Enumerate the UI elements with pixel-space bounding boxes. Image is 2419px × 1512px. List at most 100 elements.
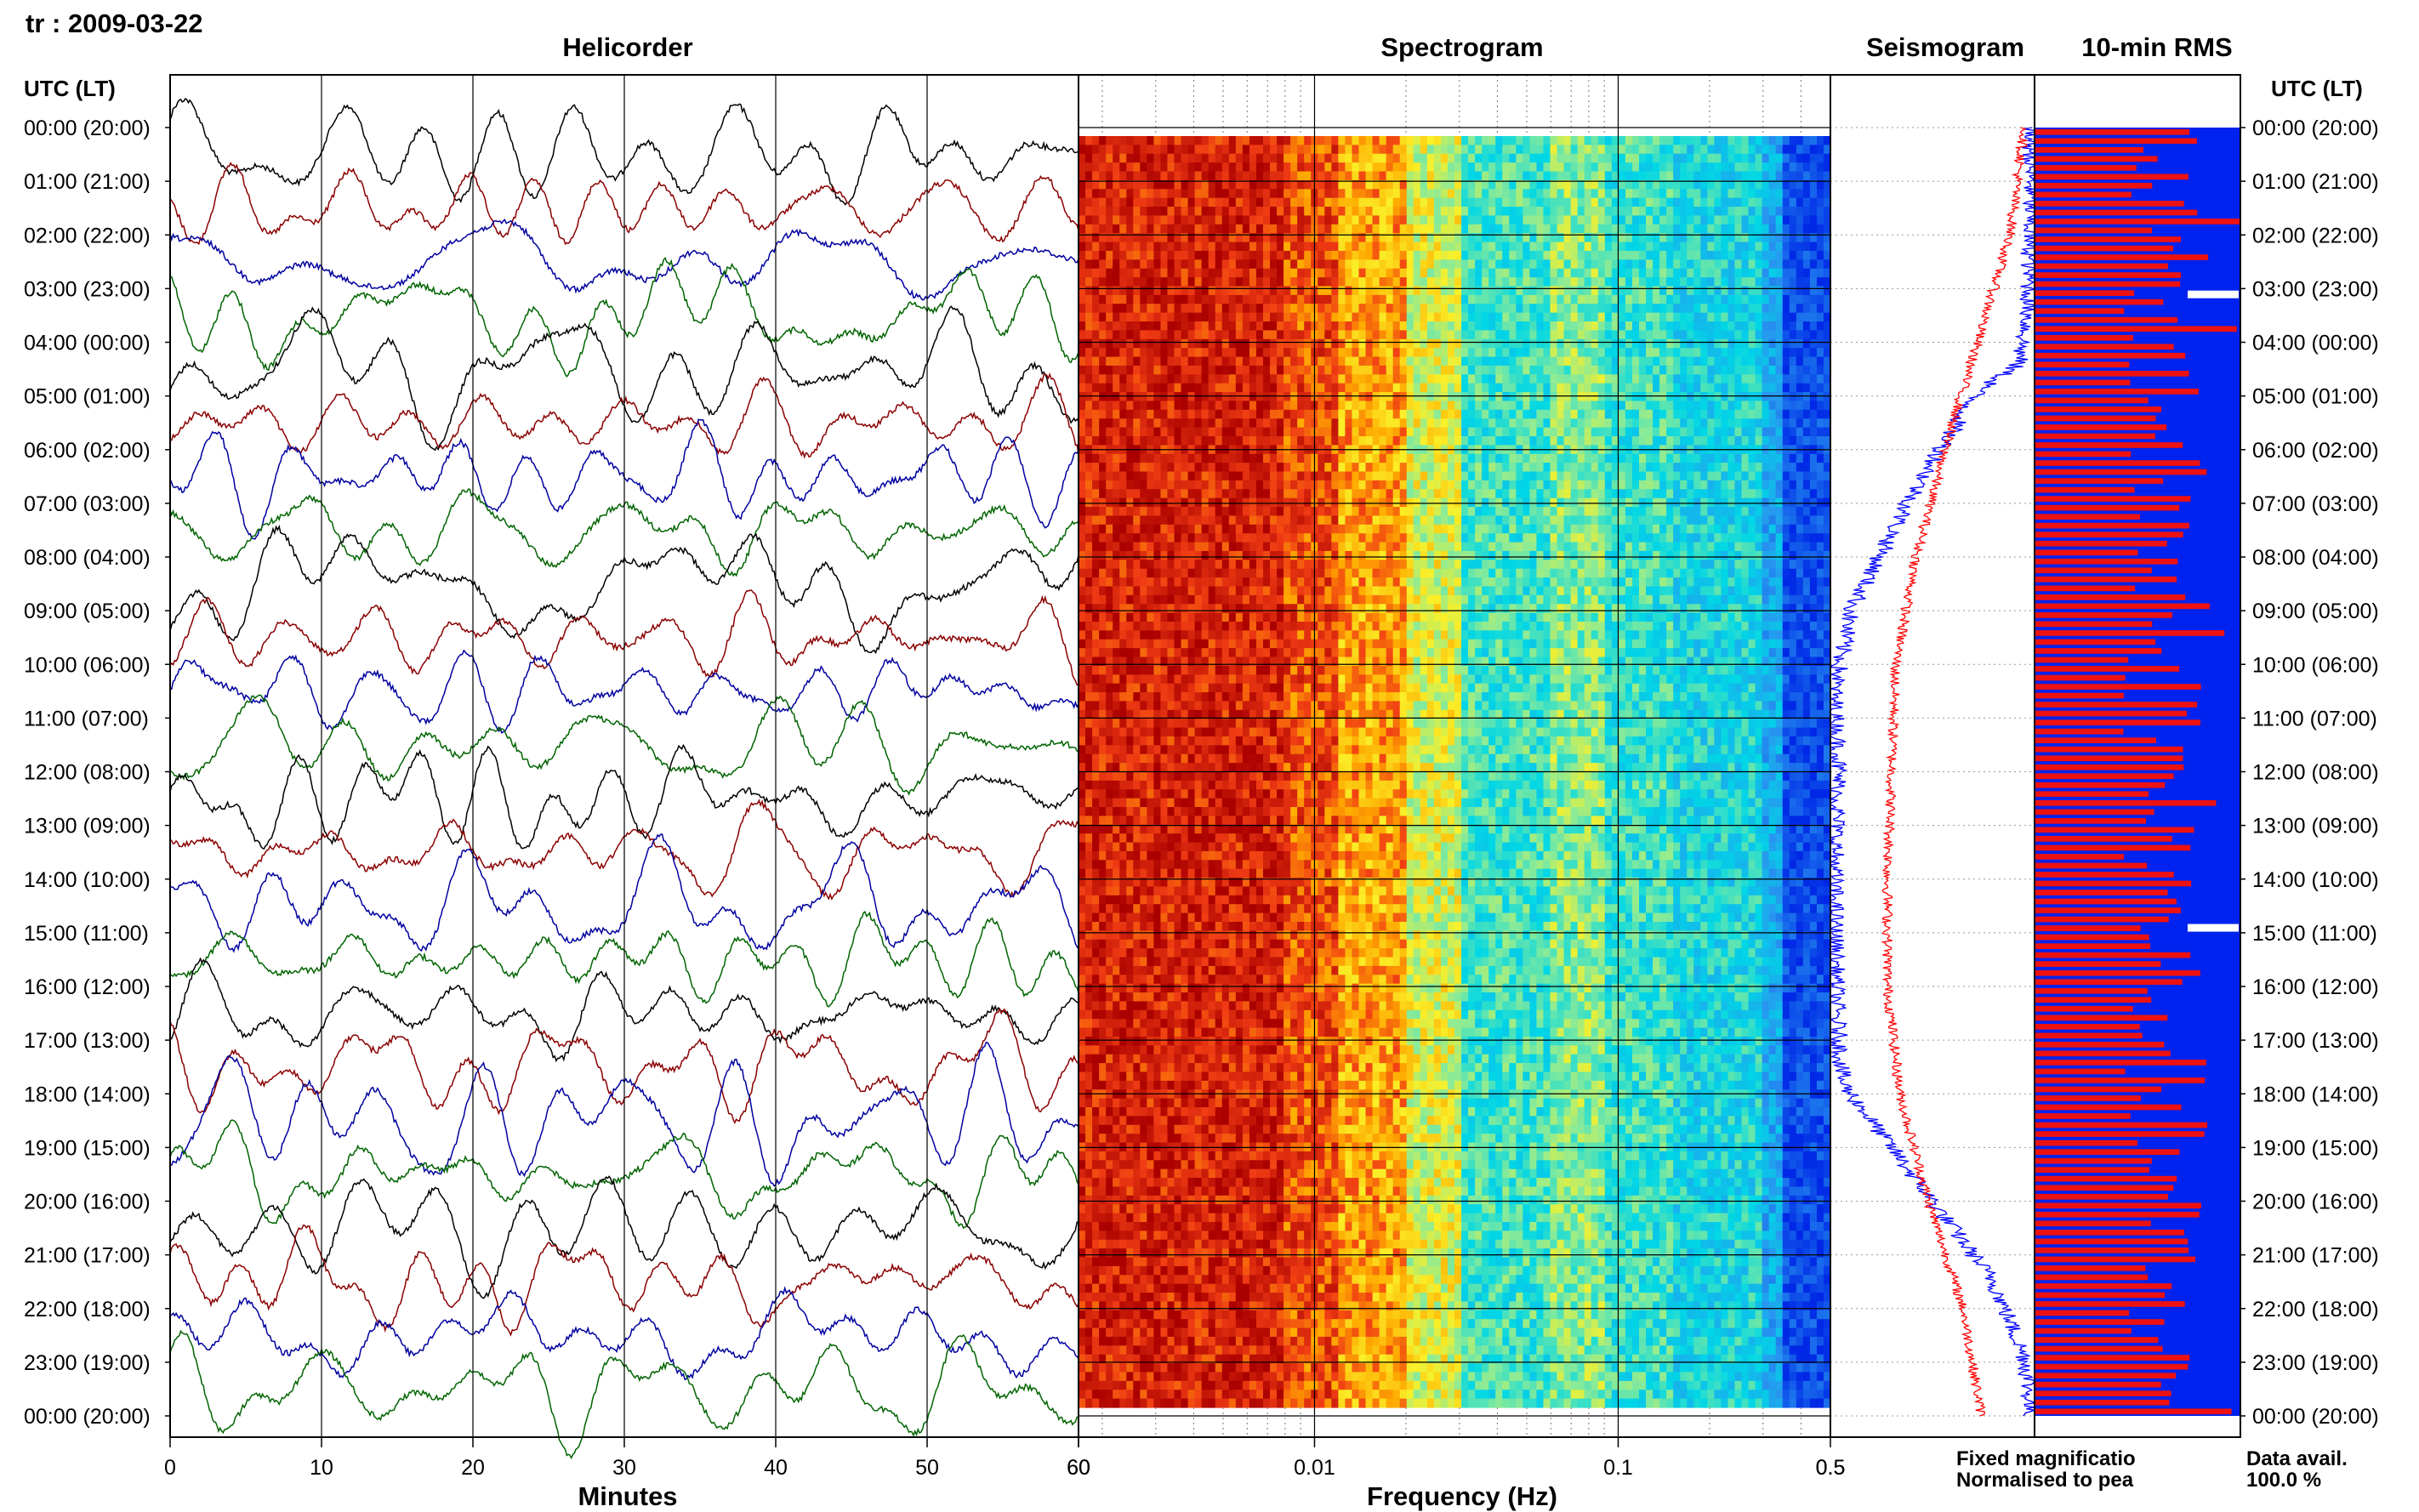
spectrogram-cell (1638, 471, 1647, 481)
spectrogram-cell (1140, 277, 1147, 287)
spectrogram-cell (1262, 224, 1271, 234)
spectrogram-cell (1386, 277, 1394, 287)
spectrogram-cell (1085, 189, 1093, 199)
spectrogram-cell (1297, 471, 1305, 481)
spectrogram-cell (1324, 268, 1332, 278)
spectrogram-cell (1748, 286, 1756, 296)
spectrogram-cell (1290, 471, 1298, 481)
spectrogram-cell (1386, 171, 1394, 181)
spectrogram-cell (1591, 224, 1599, 234)
spectrogram-cell (1372, 250, 1380, 260)
spectrogram-cell (1659, 215, 1667, 225)
spectrogram-cell (1768, 453, 1777, 463)
spectrogram-cell (1358, 224, 1367, 234)
spectrogram-cell (1796, 286, 1804, 296)
spectrogram-cell (1618, 242, 1626, 252)
spectrogram-cell (1687, 480, 1694, 490)
spectrogram-cell (1495, 145, 1503, 155)
spectrogram-cell (1488, 304, 1496, 314)
spectrogram-cell (1631, 524, 1640, 534)
spectrogram-cell (1734, 277, 1743, 287)
spectrogram-cell (1249, 453, 1257, 463)
spectrogram-cell (1399, 507, 1408, 517)
spectrogram-cell (1495, 383, 1503, 393)
spectrogram-cell (1789, 374, 1797, 384)
spectrogram-cell (1099, 286, 1107, 296)
spectrogram-cell (1372, 179, 1380, 190)
spectrogram-cell (1201, 453, 1210, 463)
spectrogram-cell (1557, 418, 1565, 429)
spectrogram-cell (1454, 471, 1462, 481)
spectrogram-cell (1809, 136, 1818, 145)
spectrogram-cell (1262, 418, 1271, 429)
spectrogram-cell (1092, 401, 1100, 411)
spectrogram-cell (1174, 197, 1182, 207)
spectrogram-cell (1255, 401, 1264, 411)
spectrogram-cell (1529, 153, 1538, 163)
spectrogram-cell (1304, 171, 1312, 181)
spectrogram-cell (1406, 153, 1414, 163)
spectrogram-cell (1666, 304, 1674, 314)
spectrogram-cell (1079, 489, 1086, 499)
spectrogram-cell (1187, 312, 1196, 322)
spectrogram-cell (1734, 330, 1743, 340)
spectrogram-cell (1809, 233, 1818, 243)
spectrogram-cell (1638, 224, 1647, 234)
spectrogram-cell (1201, 471, 1210, 481)
spectrogram-cell (1604, 250, 1613, 260)
spectrogram-cell (1488, 136, 1496, 145)
spectrogram-cell (1591, 259, 1599, 270)
spectrogram-cell (1707, 286, 1715, 296)
spectrogram-cell (1255, 348, 1264, 358)
spectrogram-cell (1809, 427, 1818, 437)
spectrogram-cell (1475, 338, 1483, 349)
spectrogram-cell (1365, 286, 1374, 296)
spectrogram-cell (1714, 294, 1722, 304)
spectrogram-cell (1160, 233, 1169, 243)
spectrogram-cell (1447, 418, 1455, 429)
spectrogram-cell (1187, 356, 1196, 367)
spectrogram-cell (1482, 409, 1489, 419)
spectrogram-cell (1748, 471, 1756, 481)
spectrogram-cell (1085, 515, 1093, 526)
spectrogram-cell (1181, 179, 1189, 190)
spectrogram-cell (1221, 277, 1230, 287)
spectrogram-cell (1584, 197, 1592, 207)
spectrogram-cell (1461, 489, 1469, 499)
spectrogram-cell (1509, 312, 1517, 322)
spectrogram-cell (1345, 471, 1353, 481)
spectrogram-cell (1638, 136, 1647, 145)
spectrogram-cell (1577, 153, 1585, 163)
spectrogram-cell (1386, 497, 1394, 508)
spectrogram-cell (1741, 418, 1750, 429)
spectrogram-cell (1147, 224, 1154, 234)
spectrogram-cell (1557, 515, 1565, 526)
spectrogram-cell (1290, 330, 1298, 340)
spectrogram-cell (1700, 136, 1708, 145)
spectrogram-cell (1126, 338, 1134, 349)
spectrogram-cell (1748, 330, 1756, 340)
spectrogram-cell (1782, 277, 1790, 287)
spectrogram-cell (1235, 507, 1244, 517)
spectrogram-cell (1440, 294, 1449, 304)
spectrogram-cell (1201, 515, 1210, 526)
spectrogram-cell (1638, 338, 1647, 349)
spectrogram-cell (1468, 348, 1476, 358)
spectrogram-cell (1680, 383, 1688, 393)
spectrogram-cell (1727, 418, 1736, 429)
spectrogram-cell (1618, 480, 1626, 490)
spectrogram-cell (1823, 268, 1831, 278)
spectrogram-cell (1584, 224, 1592, 234)
spectrogram-cell (1406, 471, 1414, 481)
spectrogram-cell (1680, 189, 1688, 199)
spectrogram-cell (1482, 348, 1489, 358)
spectrogram-cell (1666, 383, 1674, 393)
spectrogram-cell (1488, 338, 1496, 349)
spectrogram-cell (1255, 312, 1264, 322)
spectrogram-cell (1591, 365, 1599, 375)
spectrogram-cell (1420, 383, 1428, 393)
spectrogram-cell (1727, 304, 1736, 314)
spectrogram-cell (1488, 162, 1496, 173)
spectrogram-cell (1420, 224, 1428, 234)
spectrogram-cell (1365, 321, 1374, 331)
